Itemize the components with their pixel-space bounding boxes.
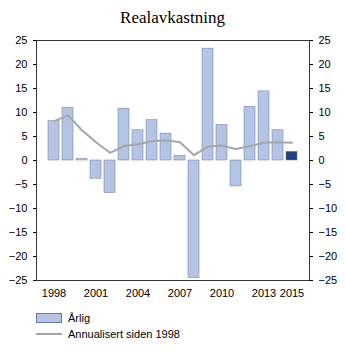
svg-text:20: 20 [15, 58, 27, 70]
svg-text:−20: −20 [319, 250, 338, 262]
svg-text:−20: −20 [9, 250, 28, 262]
html-text:Annualisert siden 1998: Annualisert siden 1998 [68, 328, 180, 340]
svg-text:2007: 2007 [168, 287, 192, 299]
svg-text:15: 15 [15, 82, 27, 94]
svg-text:25: 25 [319, 34, 331, 46]
svg-text:2010: 2010 [210, 287, 234, 299]
svg-text:5: 5 [21, 130, 27, 142]
svg-text:−15: −15 [319, 226, 338, 238]
svg-text:−15: −15 [9, 226, 28, 238]
svg-text:20: 20 [319, 58, 331, 70]
svg-text:−10: −10 [319, 202, 338, 214]
svg-text:10: 10 [15, 106, 27, 118]
svg-text:25: 25 [15, 34, 27, 46]
svg-text:2004: 2004 [126, 287, 150, 299]
html-text:Realavkastning: Realavkastning [120, 8, 225, 27]
svg-text:10: 10 [319, 106, 331, 118]
svg-text:−25: −25 [9, 274, 28, 286]
svg-text:5: 5 [319, 130, 325, 142]
svg-text:2013: 2013 [252, 287, 276, 299]
svg-text:2001: 2001 [84, 287, 108, 299]
svg-text:0: 0 [21, 154, 27, 166]
html-text:Årlig: Årlig [68, 312, 90, 324]
svg-text:−5: −5 [319, 178, 332, 190]
svg-text:−5: −5 [15, 178, 28, 190]
svg-text:−10: −10 [9, 202, 28, 214]
svg-text:15: 15 [319, 82, 331, 94]
svg-text:0: 0 [319, 154, 325, 166]
svg-text:1998: 1998 [42, 287, 66, 299]
svg-text:−25: −25 [319, 274, 338, 286]
svg-text:2015: 2015 [280, 287, 304, 299]
